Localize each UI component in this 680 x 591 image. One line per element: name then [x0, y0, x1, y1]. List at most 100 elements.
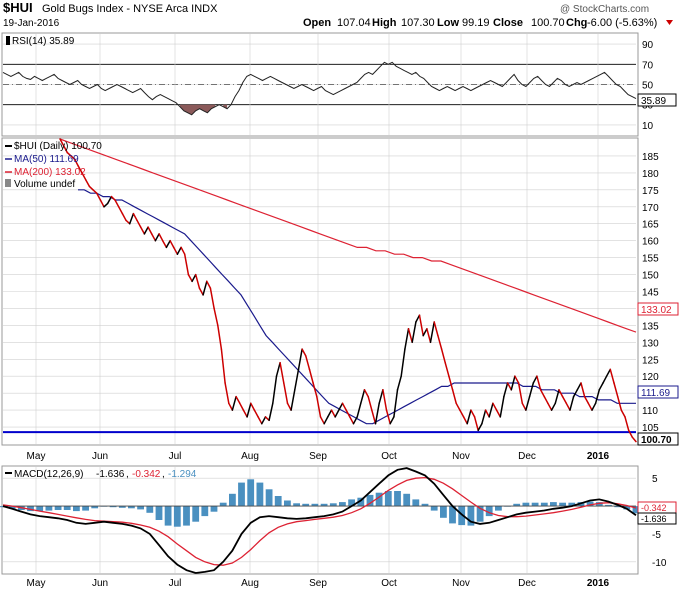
price-segment-29: [161, 239, 168, 249]
macd-histogram-bar-48: [440, 506, 447, 518]
macd-tick-label-5: 5: [652, 474, 658, 485]
price-segment-46: [224, 382, 230, 405]
price-segment-138: [561, 395, 568, 405]
macd-histogram-bar-47: [430, 506, 438, 511]
chg-label: Chg: [566, 17, 587, 29]
macd-x-tick-Nov: Nov: [452, 578, 470, 589]
price-segment-143: [580, 382, 586, 398]
macd-histogram-bar-16: [146, 506, 154, 513]
price-segment-155: [624, 416, 630, 432]
price-segment-56: [261, 416, 267, 425]
price-segment-49: [235, 395, 241, 405]
price-segment-98: [415, 314, 421, 323]
price-segment-34: [180, 246, 186, 255]
price-segment-93: [396, 375, 402, 391]
price-segment-99: [418, 314, 424, 337]
price-tick-label-105: 105: [642, 423, 659, 434]
macd-histogram-bar-65: [595, 502, 603, 506]
ma200-last-tag-box: [637, 302, 679, 316]
macd-histogram-bar-52: [476, 506, 484, 522]
price-x-tick-Jun: Jun: [92, 451, 108, 462]
price-segment-35: [183, 253, 190, 276]
price-segment-71: [316, 395, 322, 418]
price-segment-33: [176, 246, 182, 255]
price-segment-90: [385, 409, 391, 425]
macd-histogram-bar-30: [274, 496, 282, 506]
price-segment-61: [279, 361, 285, 384]
price-segment-102: [429, 321, 435, 344]
price-legend: $HUI (Daily) 100.70 MA(50) 111.69 MA(200…: [5, 141, 102, 190]
price-segment-65: [294, 368, 300, 391]
macd-histogram-bar-29: [265, 489, 273, 506]
macd-x-tick-Oct: Oct: [381, 578, 397, 589]
price-tick-label-120: 120: [642, 372, 659, 383]
price-segment-132: [539, 389, 546, 398]
price-segment-14: [106, 195, 113, 205]
price-segment-141: [572, 389, 579, 398]
macd-histogram-bar-27: [247, 479, 255, 507]
macd-histogram-bar-10: [91, 506, 99, 509]
macd-histogram-bar-7: [63, 506, 71, 510]
price-segment-75: [330, 409, 336, 418]
price-segment-95: [404, 328, 410, 350]
macd-histogram-bar-50: [458, 506, 466, 526]
macd-histogram-bar-54: [495, 506, 502, 511]
macd-histogram-bar-34: [311, 503, 319, 506]
macd-histogram-bar-33: [302, 503, 310, 506]
macd-x-tick-May: May: [27, 578, 46, 589]
macd-histogram-bar-8: [73, 506, 80, 512]
price-segment-147: [594, 389, 601, 405]
price-segment-38: [194, 273, 201, 289]
price-segment-125: [514, 375, 520, 384]
price-last-tag: 100.70: [641, 435, 672, 446]
macd-x-tick-Jul: Jul: [169, 578, 182, 589]
price-tick-label-160: 160: [642, 237, 659, 248]
macd-histogram-bar-61: [559, 502, 566, 506]
macd-histogram-bar-24: [219, 502, 227, 506]
price-x-tick-Oct: Oct: [381, 451, 397, 462]
price-tick-label-150: 150: [642, 271, 659, 282]
price-segment-131: [536, 375, 542, 391]
price-segment-140: [569, 395, 575, 411]
macd-histogram-bar-9: [82, 506, 89, 511]
macd-histogram-bar-45: [412, 499, 420, 507]
price-segment-142: [576, 382, 582, 391]
macd-histogram-bar-13: [118, 506, 126, 508]
price-segment-96: [407, 328, 413, 344]
price-legend-text: $HUI (Daily) 100.70: [14, 141, 102, 152]
price-segment-101: [426, 328, 432, 344]
price-segment-139: [565, 402, 571, 411]
price-segment-74: [327, 409, 333, 418]
price-segment-82: [356, 402, 362, 418]
index-name: Gold Bugs Index - NYSE Arca INDX: [42, 3, 218, 15]
price-segment-10: [92, 189, 98, 194]
price-segment-19: [125, 219, 131, 225]
rsi-last-tag-box: [637, 93, 677, 107]
price-x-tick-Nov: Nov: [452, 451, 470, 462]
price-segment-32: [172, 246, 179, 255]
macd-histogram-bar-43: [394, 491, 401, 507]
rsi-panel: [1, 32, 639, 137]
price-segment-5: [73, 158, 80, 167]
macd-histogram-bar-53: [485, 506, 493, 517]
price-segment-39: [198, 287, 204, 296]
price-segment-30: [165, 239, 171, 249]
price-segment-133: [543, 395, 549, 405]
ma200-line: [59, 138, 637, 333]
price-segment-130: [532, 375, 538, 384]
watermark: @ StockCharts.com: [560, 4, 649, 15]
price-segment-44: [217, 324, 223, 350]
price-segment-9: [88, 185, 94, 191]
macd-legend-label: MACD(12,26,9): [14, 469, 83, 480]
macd-histogram-bar-44: [403, 493, 411, 507]
ma50-last-tag: 111.69: [641, 388, 671, 399]
macd-legend-signal: -0.342: [132, 469, 161, 480]
price-segment-144: [583, 395, 590, 405]
price-segment-92: [393, 389, 399, 418]
price-segment-66: [297, 348, 303, 371]
macd-histogram-bar-57: [522, 502, 530, 506]
price-segment-12: [99, 199, 105, 208]
macd-histogram-bar-35: [320, 503, 328, 506]
price-segment-27: [154, 233, 160, 242]
price-segment-15: [110, 195, 116, 201]
